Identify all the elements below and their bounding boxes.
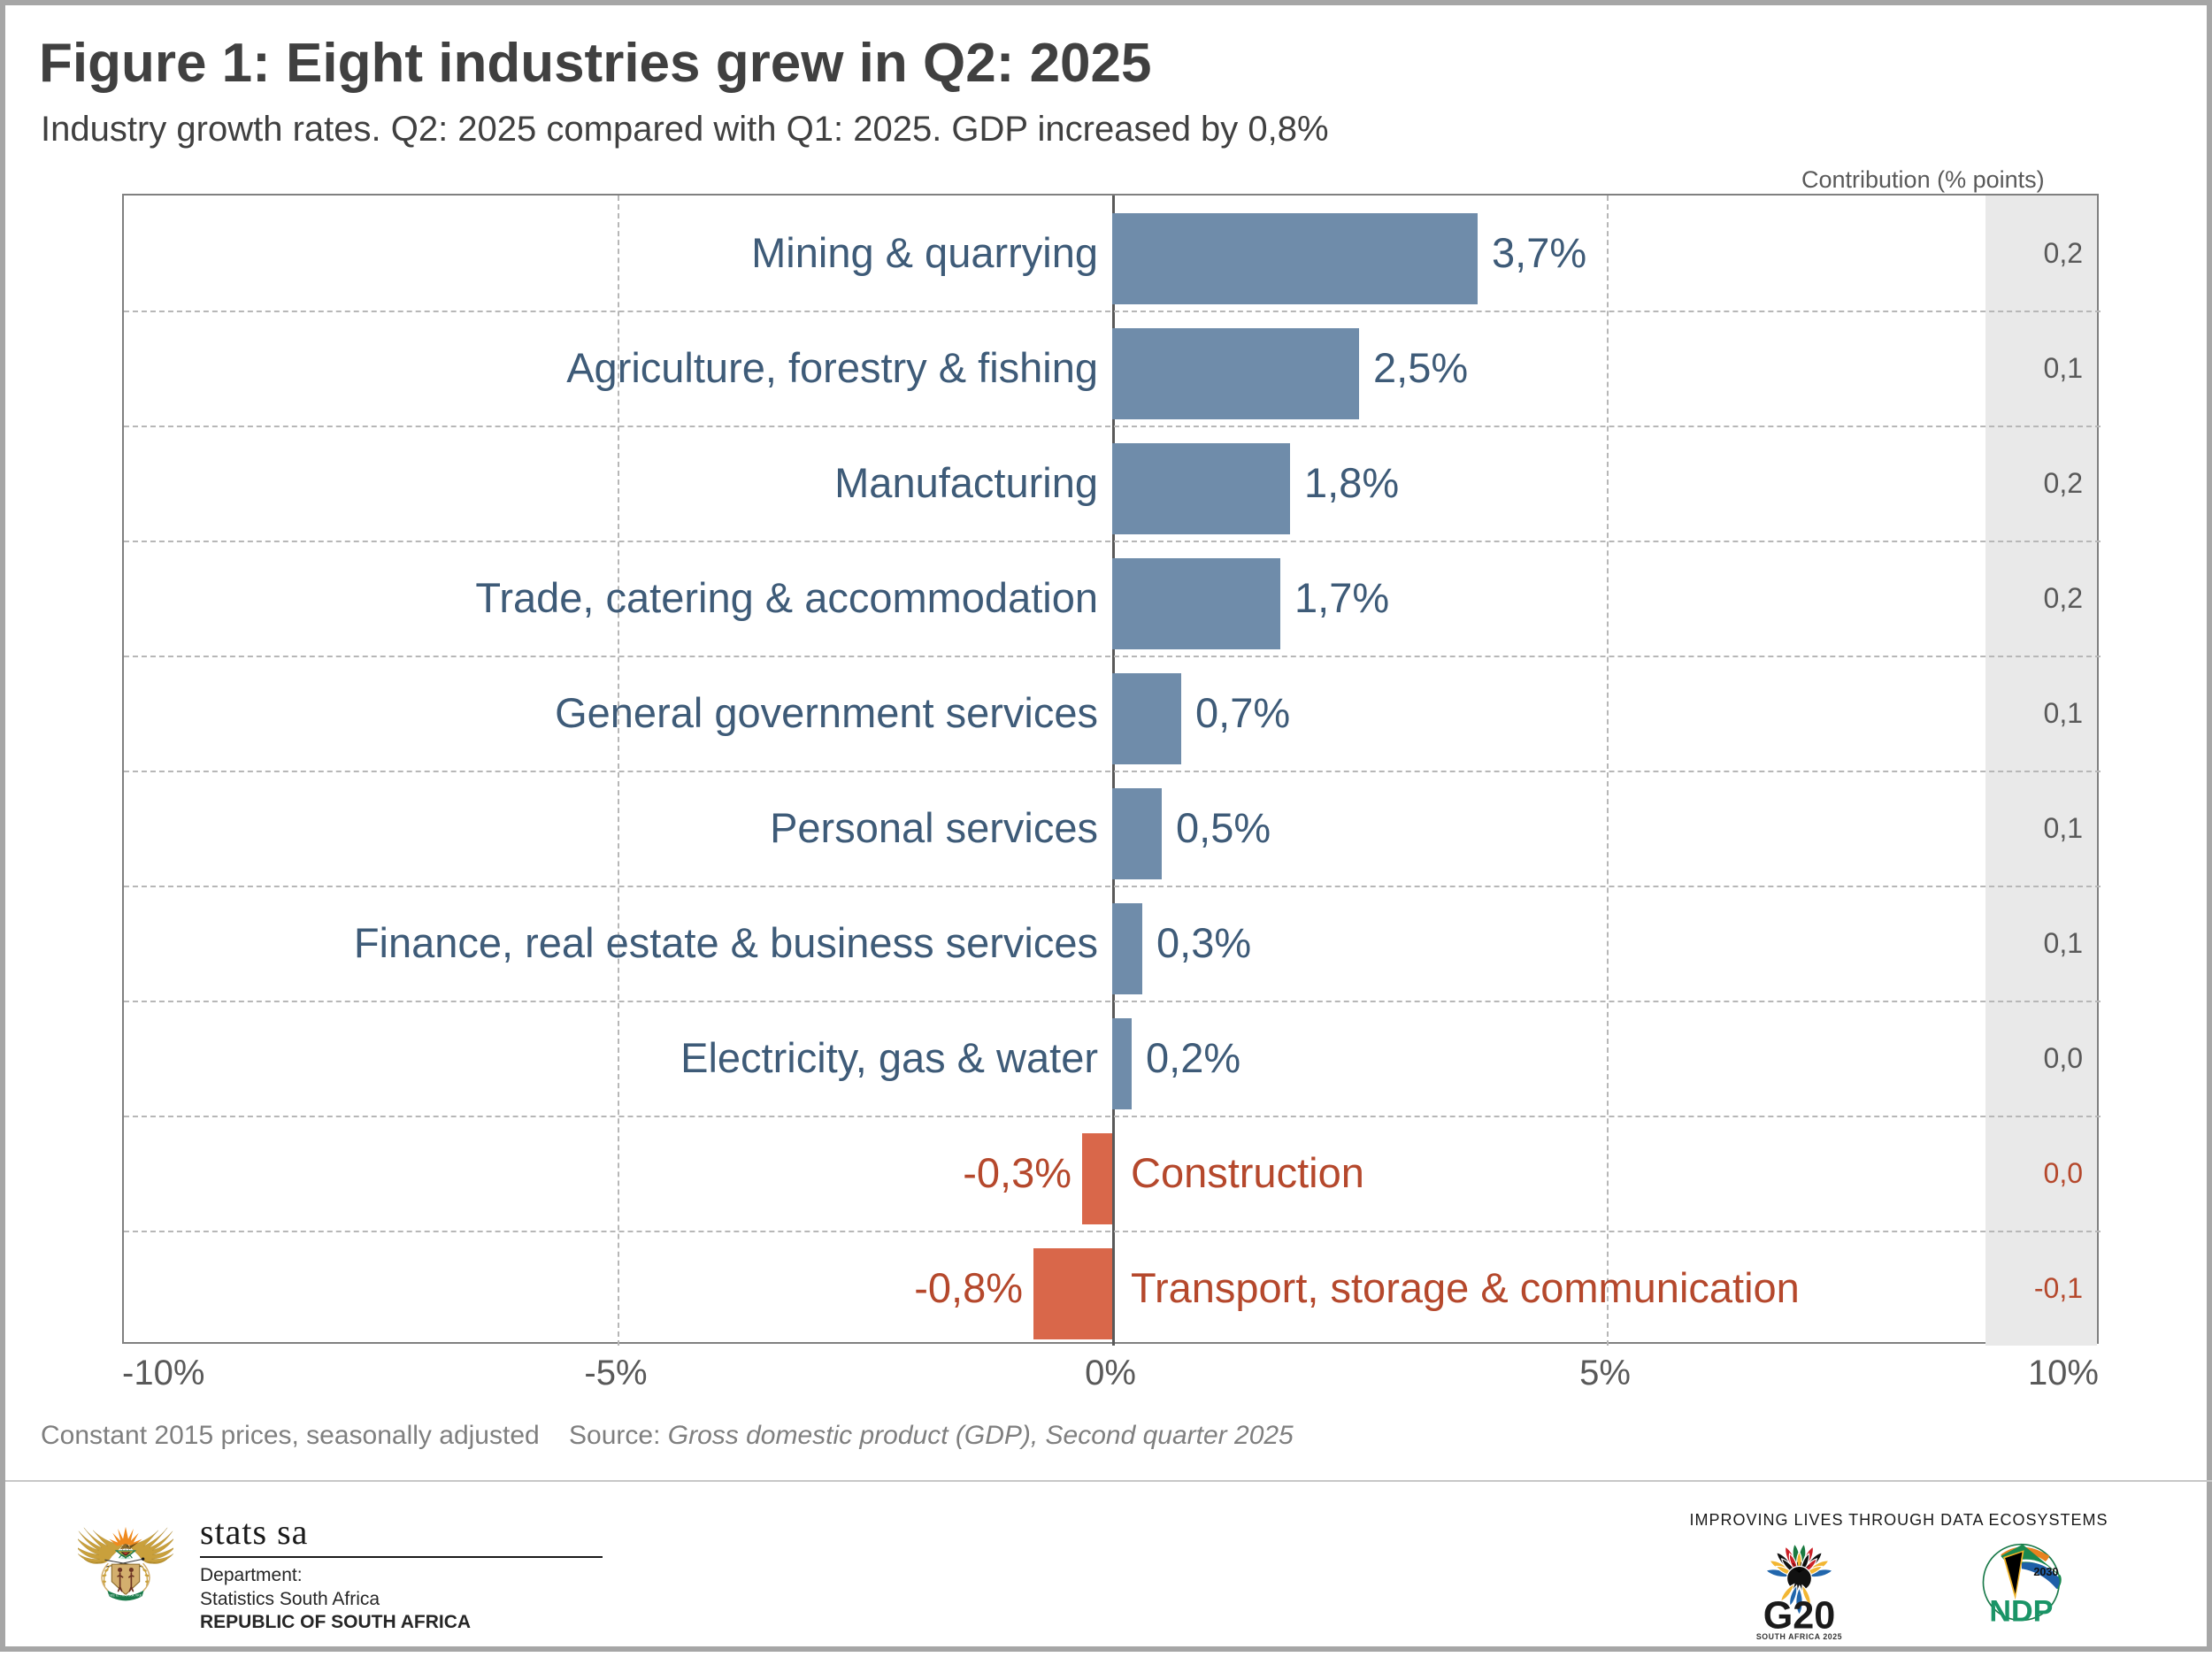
svg-text:!KE E: /XARRA //KE: !KE E: /XARRA //KE	[109, 1593, 142, 1597]
svg-text:G20: G20	[1763, 1594, 1836, 1637]
svg-text:2030: 2030	[2033, 1566, 2058, 1578]
svg-text:NDP: NDP	[1989, 1595, 2053, 1629]
svg-text:SOUTH AFRICA 2025: SOUTH AFRICA 2025	[1756, 1632, 1842, 1641]
